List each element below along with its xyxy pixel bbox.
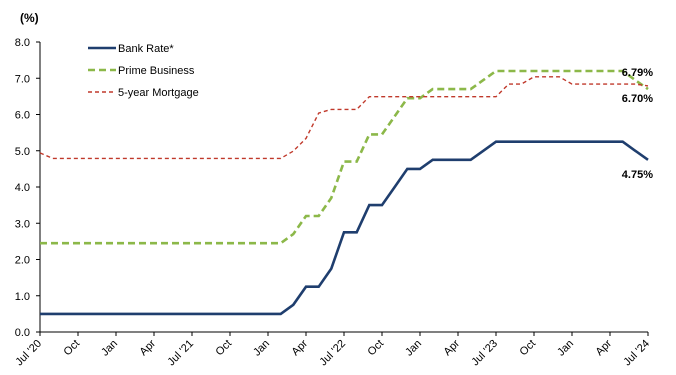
y-tick-label: 4.0 [15, 182, 30, 194]
x-tick-label: Apr [290, 337, 311, 358]
x-tick-label: Jul '20 [13, 338, 44, 369]
end-value-label: 4.75% [622, 169, 653, 181]
y-tick-label: 5.0 [15, 146, 30, 158]
x-tick-label: Oct [62, 338, 83, 359]
series-line-1 [40, 140, 649, 316]
legend-label: Bank Rate* [118, 43, 174, 55]
x-tick-label: Jul '24 [621, 338, 652, 369]
x-tick-label: Jan [251, 338, 272, 359]
y-tick-label: 1.0 [15, 291, 30, 303]
x-tick-label: Jan [99, 338, 120, 359]
legend-label: 5-year Mortgage [118, 87, 199, 99]
x-tick-label: Oct [366, 338, 387, 359]
y-tick-label: 6.0 [15, 110, 30, 122]
y-tick-label: 0.0 [15, 327, 30, 339]
axes: 0.0 1.0 2.0 3.0 4.0 5.0 6.0 7.0 8.0 Jul '20 Oct Jan… [13, 37, 652, 368]
x-tick-label: Jul '21 [165, 338, 196, 369]
x-tick-label: Apr [594, 337, 615, 358]
x-tick-label: Jul '22 [317, 338, 348, 369]
end-value-label: 6.79% [622, 67, 653, 79]
x-tick-label: Jan [403, 338, 424, 359]
x-tick-label: Jul '23 [469, 338, 500, 369]
x-tick-label: Jan [555, 338, 576, 359]
end-value-label: 6.70% [622, 93, 653, 105]
y-axis-unit-label: (%) [20, 11, 39, 25]
y-tick-label: 8.0 [15, 37, 30, 49]
legend: Bank Rate* Prime Business 5-year Mortgage [88, 43, 199, 99]
x-tick-label: Apr [442, 337, 463, 358]
y-tick-label: 7.0 [15, 73, 30, 85]
y-tick-label: 2.0 [15, 255, 30, 267]
y-tick-label: 3.0 [15, 218, 30, 230]
x-tick-label: Oct [214, 338, 235, 359]
series-layer [39, 69, 649, 316]
x-tick-label: Apr [138, 337, 159, 358]
series-line-2 [40, 69, 649, 245]
x-tick-label: Oct [518, 338, 539, 359]
end-labels: 4.75% 6.70% 6.79% [622, 67, 653, 181]
legend-label: Prime Business [118, 65, 195, 77]
